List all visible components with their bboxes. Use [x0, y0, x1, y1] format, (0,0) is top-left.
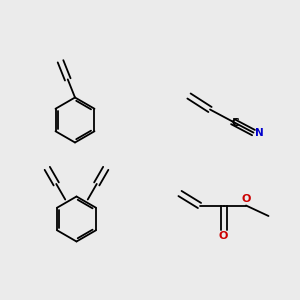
Text: O: O: [241, 194, 251, 205]
Text: N: N: [254, 128, 263, 138]
Text: O: O: [219, 231, 228, 241]
Text: C: C: [231, 118, 239, 128]
